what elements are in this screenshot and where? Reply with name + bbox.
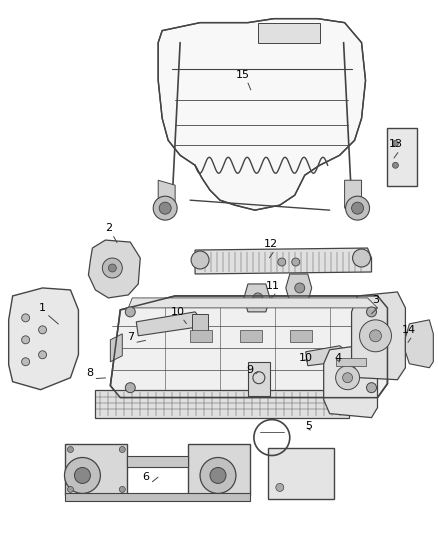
Circle shape	[39, 351, 46, 359]
Text: 1: 1	[39, 303, 46, 313]
Circle shape	[125, 307, 135, 317]
Bar	[240, 330, 262, 342]
Polygon shape	[195, 248, 371, 274]
Circle shape	[191, 251, 209, 269]
Text: 15: 15	[236, 69, 250, 79]
Circle shape	[119, 487, 125, 492]
Bar	[95, 390, 349, 417]
Circle shape	[102, 258, 122, 278]
Circle shape	[125, 383, 135, 393]
Circle shape	[67, 447, 74, 453]
Polygon shape	[136, 312, 200, 336]
Polygon shape	[244, 284, 270, 312]
Text: 9: 9	[246, 365, 254, 375]
Bar	[188, 443, 250, 495]
Text: 13: 13	[389, 139, 403, 149]
Circle shape	[343, 373, 353, 383]
Polygon shape	[324, 344, 378, 417]
Bar	[388, 128, 417, 186]
Circle shape	[295, 283, 305, 293]
Circle shape	[21, 314, 30, 322]
Polygon shape	[406, 320, 433, 368]
Circle shape	[276, 483, 284, 491]
Polygon shape	[352, 292, 406, 379]
Circle shape	[292, 258, 300, 266]
Circle shape	[153, 196, 177, 220]
Bar	[290, 330, 312, 342]
Text: 12: 12	[264, 239, 278, 249]
Circle shape	[278, 258, 286, 266]
Circle shape	[67, 487, 74, 492]
Polygon shape	[110, 334, 122, 362]
Circle shape	[253, 293, 263, 303]
Circle shape	[360, 320, 392, 352]
Polygon shape	[88, 240, 140, 298]
Circle shape	[367, 307, 377, 317]
Text: 10: 10	[171, 307, 185, 317]
Text: 14: 14	[401, 325, 416, 335]
Text: 2: 2	[105, 223, 112, 233]
Circle shape	[352, 202, 364, 214]
Circle shape	[21, 358, 30, 366]
Polygon shape	[286, 274, 312, 302]
Bar	[192, 314, 208, 332]
Circle shape	[119, 447, 125, 453]
Circle shape	[159, 202, 171, 214]
Text: 10: 10	[299, 353, 313, 363]
Text: 6: 6	[143, 472, 150, 482]
Circle shape	[392, 162, 399, 168]
Polygon shape	[9, 288, 78, 390]
Circle shape	[64, 457, 100, 494]
Bar	[258, 22, 320, 43]
Bar	[336, 358, 366, 366]
Bar	[66, 494, 250, 502]
Circle shape	[210, 467, 226, 483]
Text: 4: 4	[334, 353, 341, 363]
Text: 5: 5	[305, 421, 312, 431]
Text: 7: 7	[127, 332, 134, 342]
Polygon shape	[158, 180, 175, 210]
Circle shape	[353, 249, 371, 267]
Bar	[66, 443, 127, 495]
Text: 3: 3	[372, 295, 379, 305]
Bar	[190, 330, 212, 342]
Circle shape	[21, 336, 30, 344]
Circle shape	[367, 383, 377, 393]
Polygon shape	[385, 332, 397, 362]
Polygon shape	[158, 19, 366, 210]
Text: 8: 8	[86, 368, 93, 378]
Circle shape	[74, 467, 90, 483]
Bar	[268, 448, 334, 499]
Polygon shape	[345, 180, 361, 210]
Circle shape	[336, 366, 360, 390]
Circle shape	[200, 457, 236, 494]
Text: 11: 11	[266, 281, 280, 291]
Circle shape	[370, 330, 381, 342]
Bar	[127, 456, 188, 467]
Circle shape	[108, 264, 117, 272]
Bar	[248, 362, 270, 395]
Circle shape	[392, 140, 399, 147]
Polygon shape	[128, 298, 378, 308]
Circle shape	[346, 196, 370, 220]
Polygon shape	[306, 346, 348, 366]
Circle shape	[39, 326, 46, 334]
Polygon shape	[110, 296, 388, 398]
